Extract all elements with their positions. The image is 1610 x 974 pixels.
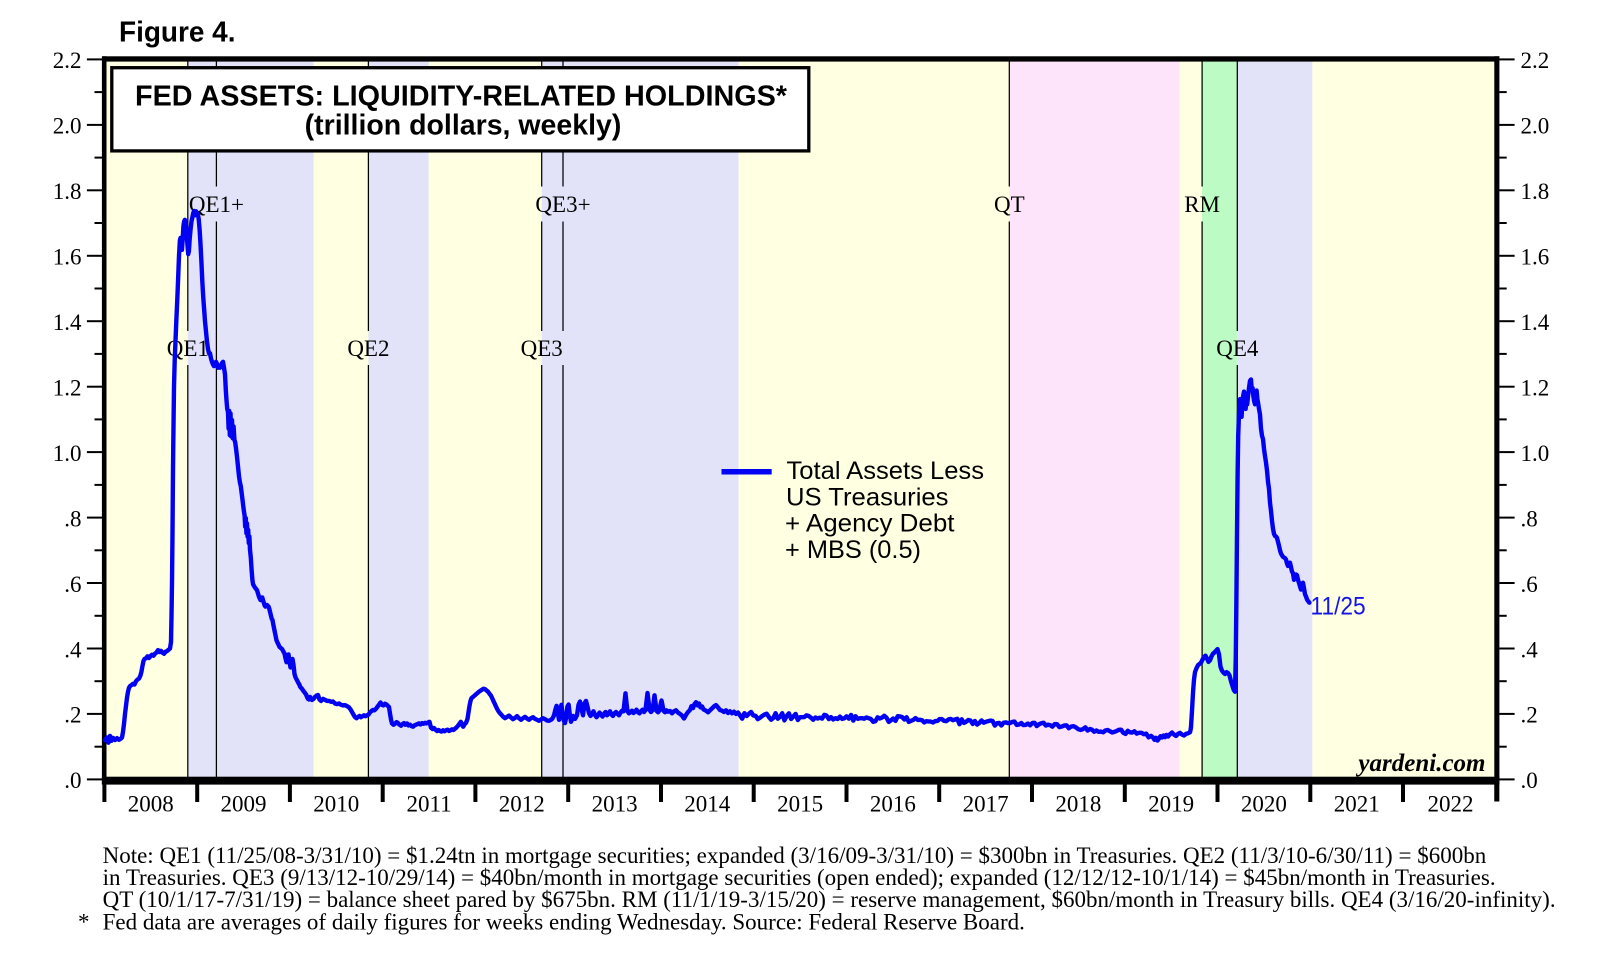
svg-text:1.6: 1.6 (53, 245, 82, 270)
svg-text:2022: 2022 (1428, 792, 1474, 817)
svg-text:QE3: QE3 (521, 336, 563, 361)
svg-text:US Treasuries: US Treasuries (786, 483, 949, 511)
svg-text:2012: 2012 (499, 792, 545, 817)
svg-text:2013: 2013 (592, 792, 638, 817)
svg-text:2014: 2014 (684, 792, 731, 817)
svg-text:Note: QE1 (11/25/08-3/31/10) =: Note: QE1 (11/25/08-3/31/10) = $1.24tn i… (103, 843, 1487, 868)
svg-text:QE4: QE4 (1216, 336, 1259, 361)
svg-text:.4: .4 (64, 637, 82, 662)
svg-text:FED ASSETS: LIQUIDITY-RELATED: FED ASSETS: LIQUIDITY-RELATED HOLDINGS* (135, 81, 788, 113)
svg-text:yardeni.com: yardeni.com (1355, 750, 1485, 777)
svg-text:11/25: 11/25 (1311, 593, 1366, 621)
svg-text:2009: 2009 (221, 792, 267, 817)
svg-text:in Treasuries. QE3 (9/13/12-10: in Treasuries. QE3 (9/13/12-10/29/14) = … (103, 865, 1496, 890)
svg-text:.2: .2 (64, 703, 81, 728)
svg-text:.0: .0 (64, 768, 81, 793)
svg-text:(trillion dollars, weekly): (trillion dollars, weekly) (305, 110, 622, 142)
svg-text:2016: 2016 (870, 792, 916, 817)
svg-text:2.2: 2.2 (1521, 48, 1550, 73)
svg-text:1.0: 1.0 (1521, 441, 1550, 466)
svg-text:1.6: 1.6 (1521, 245, 1550, 270)
svg-text:Figure 4.: Figure 4. (119, 16, 236, 48)
svg-text:2.2: 2.2 (53, 48, 82, 73)
svg-text:2010: 2010 (313, 792, 359, 817)
svg-text:1.4: 1.4 (1521, 310, 1550, 335)
svg-text:+ MBS (0.5): + MBS (0.5) (785, 536, 921, 564)
svg-text:QT: QT (994, 192, 1025, 217)
svg-text:2015: 2015 (777, 792, 823, 817)
svg-text:2018: 2018 (1055, 792, 1101, 817)
svg-text:*: * (78, 909, 90, 934)
svg-text:.8: .8 (1521, 506, 1538, 531)
svg-text:2.0: 2.0 (1521, 114, 1550, 139)
svg-text:1.2: 1.2 (1521, 376, 1550, 401)
svg-text:2.0: 2.0 (53, 114, 82, 139)
svg-text:1.8: 1.8 (53, 179, 82, 204)
svg-text:2011: 2011 (407, 792, 452, 817)
svg-text:+ Agency Debt: + Agency Debt (785, 510, 955, 538)
svg-text:.8: .8 (64, 506, 81, 531)
svg-text:QE2: QE2 (347, 336, 389, 361)
svg-text:QE3+: QE3+ (535, 192, 590, 217)
svg-text:.6: .6 (64, 572, 81, 597)
svg-text:1.8: 1.8 (1521, 179, 1550, 204)
svg-text:.0: .0 (1521, 768, 1538, 793)
svg-text:Fed data are averages of daily: Fed data are averages of daily figures f… (103, 909, 1025, 934)
svg-text:1.2: 1.2 (53, 376, 82, 401)
svg-text:2021: 2021 (1334, 792, 1380, 817)
svg-text:2020: 2020 (1241, 792, 1287, 817)
svg-text:Total Assets Less: Total Assets Less (787, 457, 985, 485)
svg-text:RM: RM (1184, 192, 1220, 217)
svg-text:.4: .4 (1521, 637, 1539, 662)
svg-text:2019: 2019 (1148, 792, 1194, 817)
svg-text:1.4: 1.4 (53, 310, 82, 335)
svg-text:QT (10/1/17-7/31/19) = balance: QT (10/1/17-7/31/19) = balance sheet par… (103, 887, 1556, 912)
svg-text:.2: .2 (1521, 703, 1538, 728)
svg-text:2017: 2017 (963, 792, 1009, 817)
svg-text:.6: .6 (1521, 572, 1538, 597)
svg-text:1.0: 1.0 (53, 441, 82, 466)
svg-text:2008: 2008 (128, 792, 174, 817)
